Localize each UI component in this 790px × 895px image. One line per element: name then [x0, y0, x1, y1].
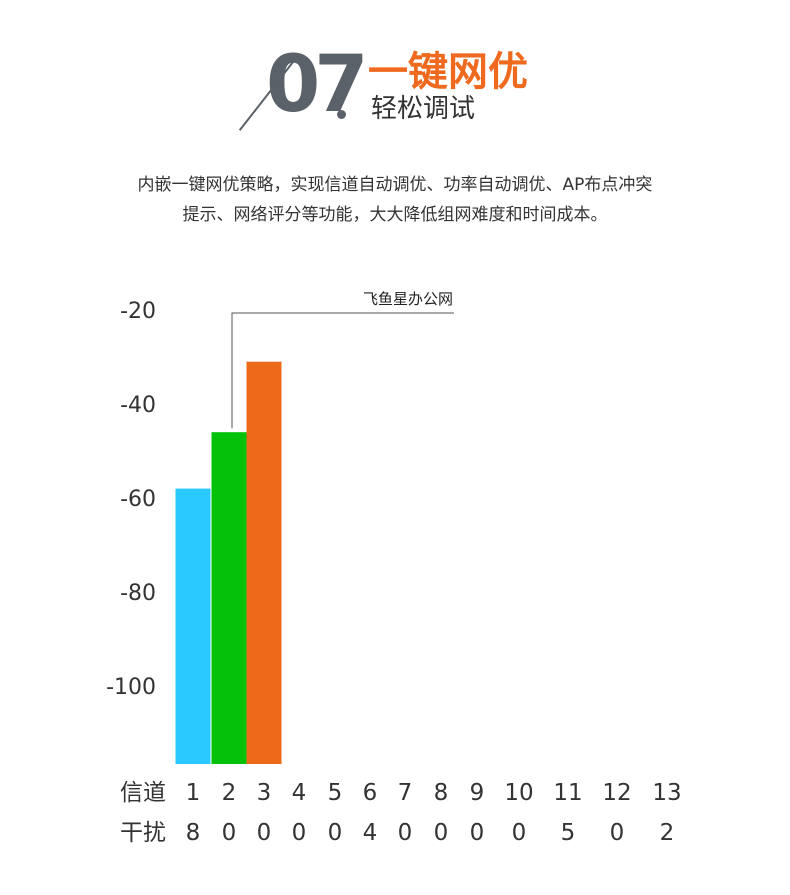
channel-tick-label: 9	[470, 780, 485, 806]
channel-tick-label: 6	[363, 780, 378, 806]
channel-tick-label: 3	[257, 780, 272, 806]
description-line-1: 内嵌一键网优策略，实现信道自动调优、功率自动调优、AP布点冲突	[137, 175, 653, 195]
bar-channel-3	[246, 361, 282, 764]
feature-description: 内嵌一键网优策略，实现信道自动调优、功率自动调优、AP布点冲突 提示、网络评分等…	[60, 170, 730, 230]
bar-channel-1	[175, 488, 211, 764]
channel-row-label: 信道	[120, 780, 166, 806]
channel-tick-label: 1	[186, 780, 201, 806]
dot-decoration	[337, 110, 346, 119]
interference-value: 0	[610, 820, 625, 846]
channel-tick-label: 7	[398, 780, 413, 806]
interference-value: 4	[363, 820, 378, 846]
channel-tick-label: 10	[504, 780, 533, 806]
section-title: 一键网优	[368, 49, 528, 95]
annotation-label: 飞鱼星办公网	[363, 290, 453, 308]
y-tick-label: -40	[120, 393, 156, 418]
interference-value: 0	[328, 820, 343, 846]
channel-tick-label: 8	[434, 780, 449, 806]
channel-tick-label: 12	[602, 780, 631, 806]
channel-tick-label: 5	[328, 780, 343, 806]
y-tick-label: -80	[120, 581, 156, 606]
channel-tick-label: 2	[222, 780, 237, 806]
section-subtitle: 轻松调试	[371, 94, 476, 124]
interference-value: 0	[257, 820, 272, 846]
interference-value: 0	[434, 820, 449, 846]
channel-tick-label: 4	[292, 780, 307, 806]
interference-value: 8	[186, 820, 201, 846]
y-tick-label: -100	[106, 675, 156, 700]
channel-tick-label: 13	[652, 780, 681, 806]
interference-value: 2	[660, 820, 675, 846]
interference-row-label: 干扰	[120, 820, 166, 846]
interference-value: 0	[292, 820, 307, 846]
interference-value: 5	[561, 820, 576, 846]
description-line-2: 提示、网络评分等功能，大大降低组网难度和时间成本。	[182, 205, 608, 225]
interference-value: 0	[398, 820, 413, 846]
channel-tick-label: 11	[553, 780, 582, 806]
bar-channel-2	[211, 432, 247, 764]
interference-value: 0	[512, 820, 527, 846]
interference-value: 0	[470, 820, 485, 846]
section-number: 07	[266, 40, 369, 130]
annotation-leader-line	[231, 312, 454, 429]
interference-value: 0	[222, 820, 237, 846]
y-tick-label: -60	[120, 487, 156, 512]
y-tick-label: -20	[120, 299, 156, 324]
